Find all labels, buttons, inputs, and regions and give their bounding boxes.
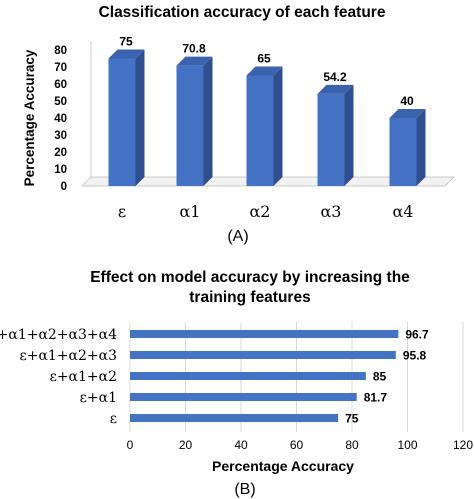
chart-a-bar-side	[344, 84, 354, 186]
chart-a-bar-front	[317, 93, 345, 186]
chart-b-x-tick: 100	[397, 438, 417, 452]
chart-a-bar-front	[389, 118, 417, 186]
chart-b-bar	[130, 351, 396, 359]
chart-b-y-tick: ε+α1+α2	[50, 369, 117, 385]
chart-a-y-tick: 0	[61, 181, 67, 193]
chart-a-y-tick: 40	[54, 113, 67, 125]
chart-a-x-tick: α3	[321, 202, 342, 221]
chart-a-y-tick: 10	[54, 164, 67, 176]
chart-b-title-line-2: training features	[189, 289, 310, 306]
chart-a-x-ticks: ε α1 α2 α3 α4	[118, 202, 414, 221]
accuracy-per-feature-chart: Classification accuracy of each feature …	[22, 4, 455, 245]
chart-a-bar-side	[416, 109, 426, 186]
chart-a-data-label: 70.8	[182, 42, 206, 56]
chart-a-bar	[389, 109, 426, 186]
chart-a-x-tick: α4	[393, 202, 414, 221]
chart-b-x-ticks: 0 20 40 60 80 100 120	[127, 438, 474, 452]
chart-a-data-labels: 75 70.8 65 54.2 40	[119, 35, 414, 109]
chart-a-data-label: 40	[400, 94, 414, 108]
chart-b-bar	[130, 393, 357, 401]
chart-a-x-tick: α2	[250, 202, 271, 221]
chart-a-data-label: 75	[119, 35, 133, 49]
chart-a-data-label: 65	[257, 52, 271, 66]
chart-b-x-tick: 80	[345, 438, 359, 452]
chart-a-bar-top	[108, 49, 145, 59]
chart-a-data-label: 54.2	[323, 70, 347, 84]
chart-b-y-tick: ε+α1	[80, 390, 117, 406]
chart-b-bar	[130, 414, 339, 422]
chart-a-y-tick: 70	[54, 62, 67, 74]
chart-b-x-axis-label: Percentage Accuracy	[212, 458, 354, 474]
chart-a-y-tick: 60	[54, 79, 67, 91]
chart-b-bar	[130, 372, 366, 380]
panel-b-label: (B)	[234, 481, 255, 498]
chart-b-bars	[130, 330, 399, 422]
chart-a-bars	[81, 41, 455, 187]
chart-b-data-label: 85	[373, 370, 387, 384]
chart-b-data-label: 95.8	[403, 349, 427, 363]
chart-a-bar-top	[317, 84, 354, 94]
chart-a-title: Classification accuracy of each feature	[99, 4, 386, 21]
chart-a-bar-top	[176, 56, 213, 66]
chart-a-y-tick: 50	[54, 96, 67, 108]
chart-b-data-labels: 96.7 95.8 85 81.7 75	[345, 328, 429, 426]
chart-b-x-tick: 20	[179, 438, 193, 452]
chart-b-data-label: 75	[345, 412, 359, 426]
chart-b-x-tick: 60	[290, 438, 304, 452]
chart-a-y-axis-label: Percentage Accuracy	[22, 49, 37, 186]
panel-a-label: (A)	[227, 228, 248, 245]
chart-a-y-ticks: 0 10 20 30 40 50 60 70 80	[54, 45, 67, 193]
chart-a-y-tick: 80	[54, 45, 67, 57]
chart-b-bar	[130, 330, 399, 338]
chart-b-y-tick: ε	[110, 411, 117, 427]
chart-a-bar	[317, 84, 354, 186]
chart-a-bar-side	[203, 56, 213, 186]
chart-b-data-label: 96.7	[405, 328, 429, 342]
chart-a-bar-front	[246, 75, 274, 186]
chart-a-bar-front	[176, 65, 204, 186]
chart-a-y-tick: 20	[54, 147, 67, 159]
chart-b-x-tick: 120	[453, 438, 473, 452]
chart-a-bar	[246, 66, 283, 186]
chart-b-data-label: 81.7	[364, 391, 388, 405]
cumulative-features-chart: Effect on model accuracy by increasing t…	[0, 269, 473, 498]
chart-a-x-tick: ε	[118, 202, 126, 221]
chart-b-x-tick: 40	[234, 438, 248, 452]
chart-b-x-tick: 0	[127, 438, 134, 452]
chart-b-y-tick: ε+α1+α2+α3+α4	[0, 327, 117, 343]
chart-a-bar-side	[135, 49, 145, 186]
chart-b-title-line-1: Effect on model accuracy by increasing t…	[90, 269, 410, 286]
chart-a-y-tick: 30	[54, 130, 67, 142]
chart-b-y-tick: ε+α1+α2+α3	[19, 348, 117, 364]
chart-a-x-tick: α1	[180, 202, 201, 221]
chart-a-bar-top	[389, 109, 426, 118]
chart-a-bar	[176, 56, 213, 186]
chart-a-bar	[108, 49, 145, 186]
chart-a-bar-side	[273, 66, 283, 186]
chart-b-y-ticks: ε+α1+α2+α3+α4 ε+α1+α2+α3 ε+α1+α2 ε+α1 ε	[0, 327, 117, 427]
chart-a-bar-top	[246, 66, 283, 76]
chart-a-bar-front	[108, 58, 136, 186]
